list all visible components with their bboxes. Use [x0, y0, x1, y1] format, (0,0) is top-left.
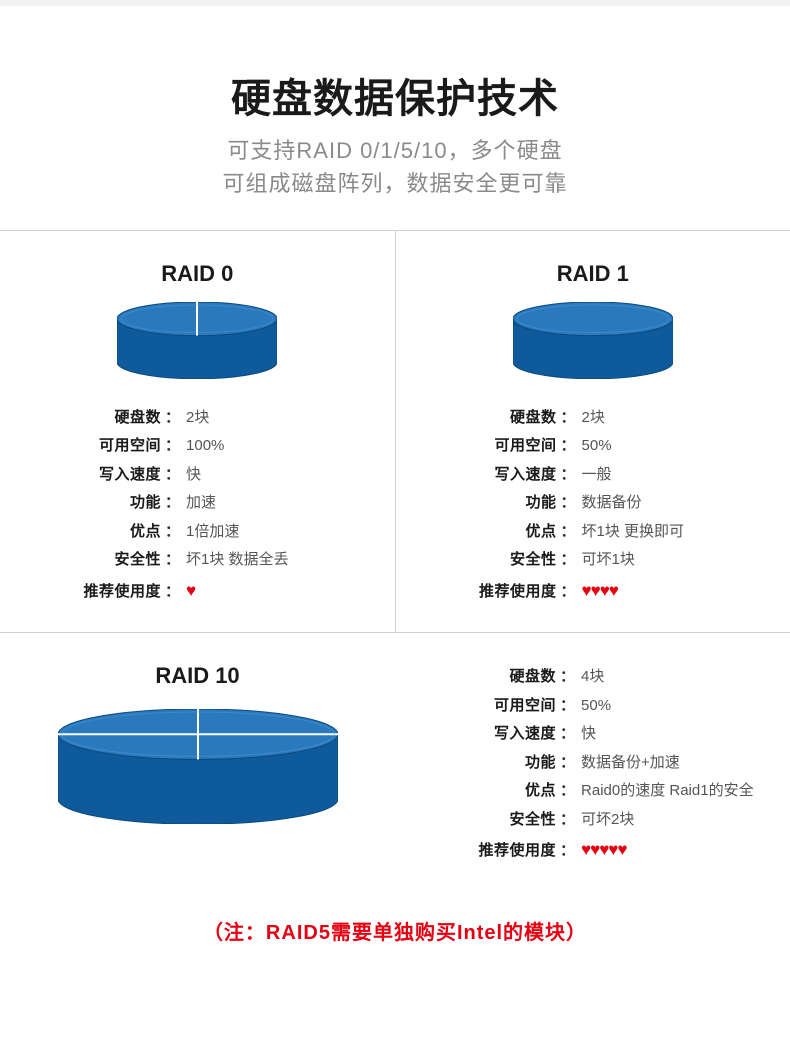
- raid1-disk: [396, 302, 790, 379]
- label-space: 可用空间: [395, 692, 560, 721]
- label-recommend: 推荐使用度: [395, 837, 560, 866]
- raid1-safety: 可坏1块: [582, 546, 760, 575]
- label-disks: 硬盘数: [0, 404, 165, 433]
- raid0-hearts: ♥: [186, 575, 364, 607]
- label-write: 写入速度: [396, 461, 561, 490]
- label-func: 功能: [396, 489, 561, 518]
- raid1-title: RAID 1: [396, 261, 790, 287]
- label-pros: 优点: [395, 777, 560, 806]
- raid10-space: 50%: [581, 692, 760, 721]
- raid0-space: 100%: [186, 432, 364, 461]
- raid1-cell: RAID 1 硬盘数：2块 可用空间：50% 写入速度：一般 功能：数据备份 优…: [396, 231, 790, 632]
- label-pros: 优点: [0, 518, 165, 547]
- subtitle-line2: 可组成磁盘阵列，数据安全更可靠: [222, 171, 567, 196]
- label-func: 功能: [395, 749, 560, 778]
- raid0-disks: 2块: [186, 404, 364, 433]
- raid1-func: 数据备份: [582, 489, 760, 518]
- header: 硬盘数据保护技术 可支持RAID 0/1/5/10，多个硬盘 可组成磁盘阵列，数…: [0, 6, 790, 230]
- label-recommend: 推荐使用度: [396, 578, 561, 607]
- label-space: 可用空间: [396, 432, 561, 461]
- raid1-space: 50%: [582, 432, 760, 461]
- raid0-func: 加速: [186, 489, 364, 518]
- footer-note: （注：RAID5需要单独购买Intel的模块）: [0, 886, 790, 945]
- label-recommend: 推荐使用度: [0, 578, 165, 607]
- raid0-write: 快: [186, 461, 364, 490]
- raid0-safety: 坏1块 数据全丢: [186, 546, 364, 575]
- label-safety: 安全性: [396, 546, 561, 575]
- label-func: 功能: [0, 489, 165, 518]
- page-subtitle: 可支持RAID 0/1/5/10，多个硬盘 可组成磁盘阵列，数据安全更可靠: [0, 134, 790, 200]
- raid0-disk: [0, 302, 395, 379]
- raid10-disks: 4块: [581, 663, 760, 692]
- raid1-disks: 2块: [582, 404, 760, 433]
- label-disks: 硬盘数: [396, 404, 561, 433]
- raid-grid: RAID 0 硬盘数：2块 可用空间：100% 写入速度：快 功能：加速 优点：…: [0, 230, 790, 886]
- raid1-hearts: ♥♥♥♥: [582, 575, 760, 607]
- raid10-safety: 可坏2块: [581, 806, 760, 835]
- page-title: 硬盘数据保护技术: [0, 66, 790, 124]
- row-1: RAID 0 硬盘数：2块 可用空间：100% 写入速度：快 功能：加速 优点：…: [0, 230, 790, 633]
- row-2: RAID 10 硬盘数：4块 可用空间：50% 写入速度：快 功能：数据备份+加…: [0, 633, 790, 886]
- raid10-write: 快: [581, 720, 760, 749]
- label-safety: 安全性: [395, 806, 560, 835]
- raid10-hearts: ♥♥♥♥♥: [581, 834, 760, 866]
- raid10-left: RAID 10: [0, 663, 395, 866]
- label-disks: 硬盘数: [395, 663, 560, 692]
- subtitle-line1: 可支持RAID 0/1/5/10，多个硬盘: [227, 138, 562, 163]
- raid10-specs: 硬盘数：4块 可用空间：50% 写入速度：快 功能：数据备份+加速 优点：Rai…: [395, 663, 790, 866]
- raid1-write: 一般: [582, 461, 760, 490]
- raid0-specs: 硬盘数：2块 可用空间：100% 写入速度：快 功能：加速 优点：1倍加速 安全…: [0, 404, 395, 607]
- label-space: 可用空间: [0, 432, 165, 461]
- label-safety: 安全性: [0, 546, 165, 575]
- label-write: 写入速度: [395, 720, 560, 749]
- raid10-title: RAID 10: [0, 663, 395, 689]
- raid0-title: RAID 0: [0, 261, 395, 287]
- raid1-pros: 坏1块 更换即可: [582, 518, 760, 547]
- label-pros: 优点: [396, 518, 561, 547]
- raid10-func: 数据备份+加速: [581, 749, 760, 778]
- raid10-pros: Raid0的速度 Raid1的安全: [581, 777, 760, 806]
- raid10-right: 硬盘数：4块 可用空间：50% 写入速度：快 功能：数据备份+加速 优点：Rai…: [395, 663, 790, 866]
- raid1-specs: 硬盘数：2块 可用空间：50% 写入速度：一般 功能：数据备份 优点：坏1块 更…: [396, 404, 790, 607]
- raid0-cell: RAID 0 硬盘数：2块 可用空间：100% 写入速度：快 功能：加速 优点：…: [0, 231, 396, 632]
- raid0-pros: 1倍加速: [186, 518, 364, 547]
- raid10-disk: [0, 709, 395, 824]
- label-write: 写入速度: [0, 461, 165, 490]
